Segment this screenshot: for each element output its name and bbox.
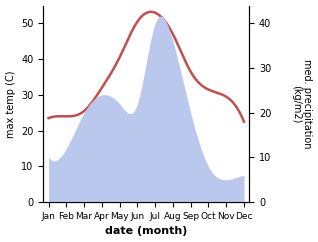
Y-axis label: max temp (C): max temp (C) — [5, 70, 16, 138]
X-axis label: date (month): date (month) — [105, 227, 187, 236]
Y-axis label: med. precipitation
(kg/m2): med. precipitation (kg/m2) — [291, 59, 313, 149]
